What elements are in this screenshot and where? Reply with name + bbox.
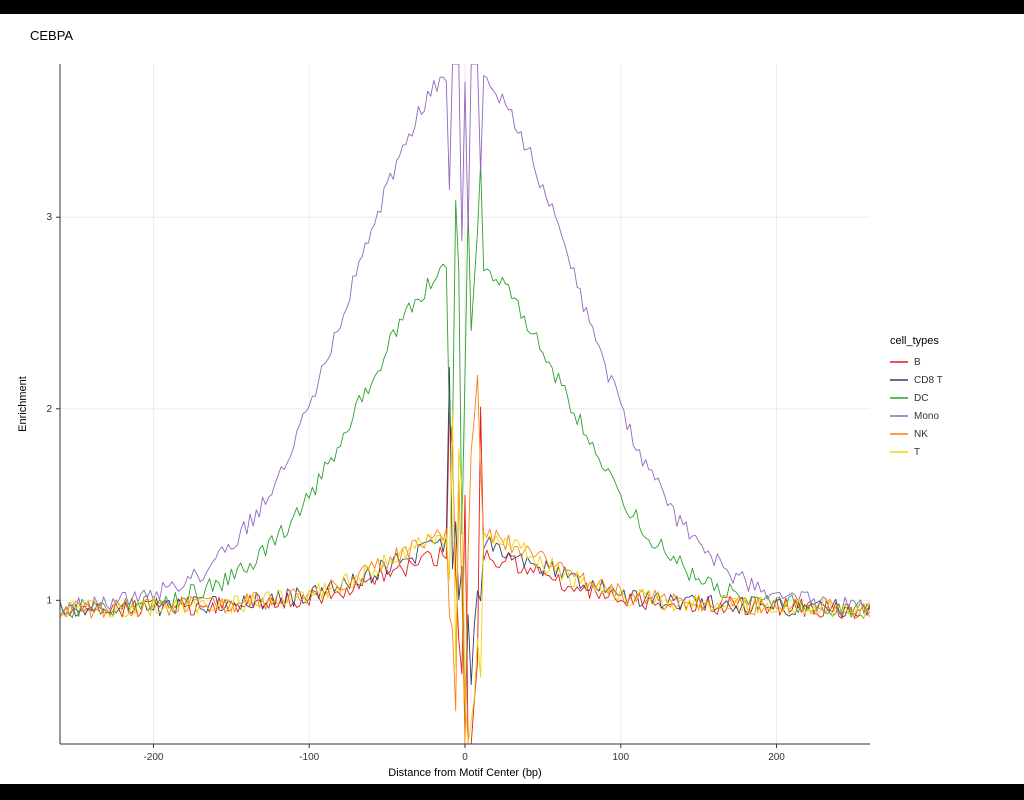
legend-item: CD8 T <box>890 375 943 386</box>
legend-item: Mono <box>890 411 939 422</box>
x-axis-label: Distance from Motif Center (bp) <box>388 767 541 779</box>
legend-item: DC <box>890 393 928 404</box>
legend-label: NK <box>914 429 928 440</box>
x-tick-label: 100 <box>612 752 629 763</box>
y-tick-label: 3 <box>46 212 52 223</box>
y-tick-label: 1 <box>46 595 52 606</box>
legend-label: T <box>914 447 920 458</box>
x-tick-label: -200 <box>143 752 163 763</box>
grid <box>60 64 870 744</box>
legend-title: cell_types <box>890 335 939 347</box>
axes: -200 -100 0 100 200 1 2 3 <box>46 64 870 763</box>
y-axis-label: Enrichment <box>17 376 29 432</box>
legend-label: B <box>914 357 921 368</box>
legend-item: T <box>890 447 920 458</box>
enrichment-line-chart: -200 -100 0 100 200 1 2 3 Distance from Motif Ce… <box>0 14 1024 784</box>
y-tick-label: 2 <box>46 404 52 415</box>
chart-title: CEBPA <box>30 28 73 43</box>
legend-item: B <box>890 357 921 368</box>
legend-label: CD8 T <box>914 375 943 386</box>
legend: cell_types B CD8 T DC Mono NK T <box>890 335 943 458</box>
chart-panel: -200 -100 0 100 200 1 2 3 Distance from Motif Ce… <box>0 14 1024 784</box>
x-tick-label: -100 <box>299 752 319 763</box>
legend-label: DC <box>914 393 928 404</box>
legend-item: NK <box>890 429 928 440</box>
x-tick-label: 200 <box>768 752 785 763</box>
legend-label: Mono <box>914 411 939 422</box>
x-tick-label: 0 <box>462 752 468 763</box>
